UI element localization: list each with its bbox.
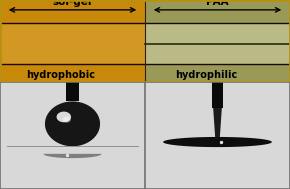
Polygon shape xyxy=(57,112,71,122)
Polygon shape xyxy=(63,117,71,122)
Text: hydrophobic: hydrophobic xyxy=(26,70,95,80)
Polygon shape xyxy=(44,154,102,158)
Bar xyxy=(66,82,79,101)
Text: sol-gel: sol-gel xyxy=(53,0,92,7)
Text: PAA: PAA xyxy=(206,0,229,7)
Bar xyxy=(0,0,145,82)
Bar xyxy=(145,0,290,82)
Polygon shape xyxy=(213,108,222,139)
Text: hydrophilic: hydrophilic xyxy=(175,70,237,80)
Bar xyxy=(0,23,145,64)
Bar xyxy=(212,82,223,108)
Polygon shape xyxy=(163,137,272,147)
Polygon shape xyxy=(45,101,100,146)
Bar xyxy=(145,23,290,64)
